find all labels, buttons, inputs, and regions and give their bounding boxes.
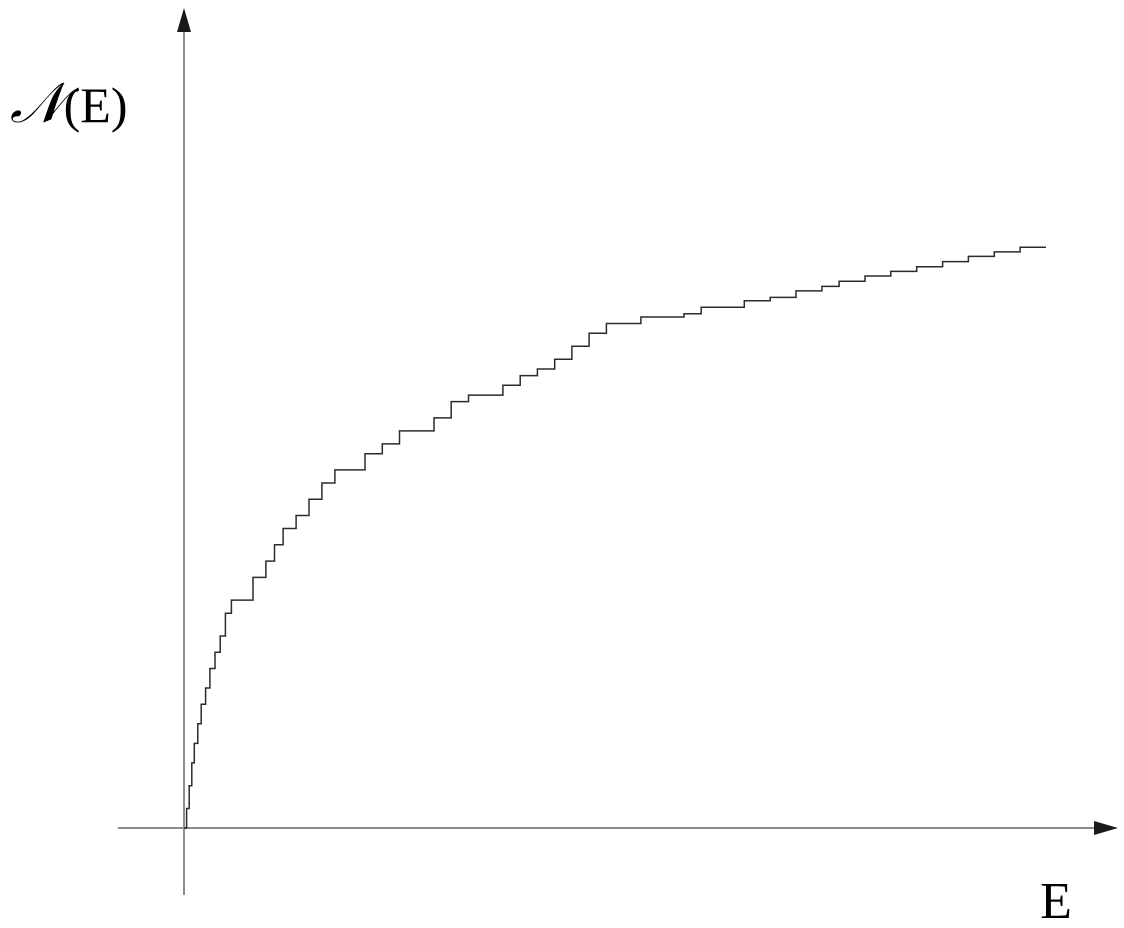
y-axis-arrow: [177, 8, 191, 32]
x-axis-arrow: [1094, 821, 1118, 835]
y-axis-label-arg: (E): [64, 77, 128, 133]
series-layer: [184, 246, 1046, 829]
x-axis-label: E: [1040, 873, 1072, 928]
y-axis-label: 𝒩(E): [10, 71, 128, 136]
series-line-0: [184, 246, 1046, 829]
